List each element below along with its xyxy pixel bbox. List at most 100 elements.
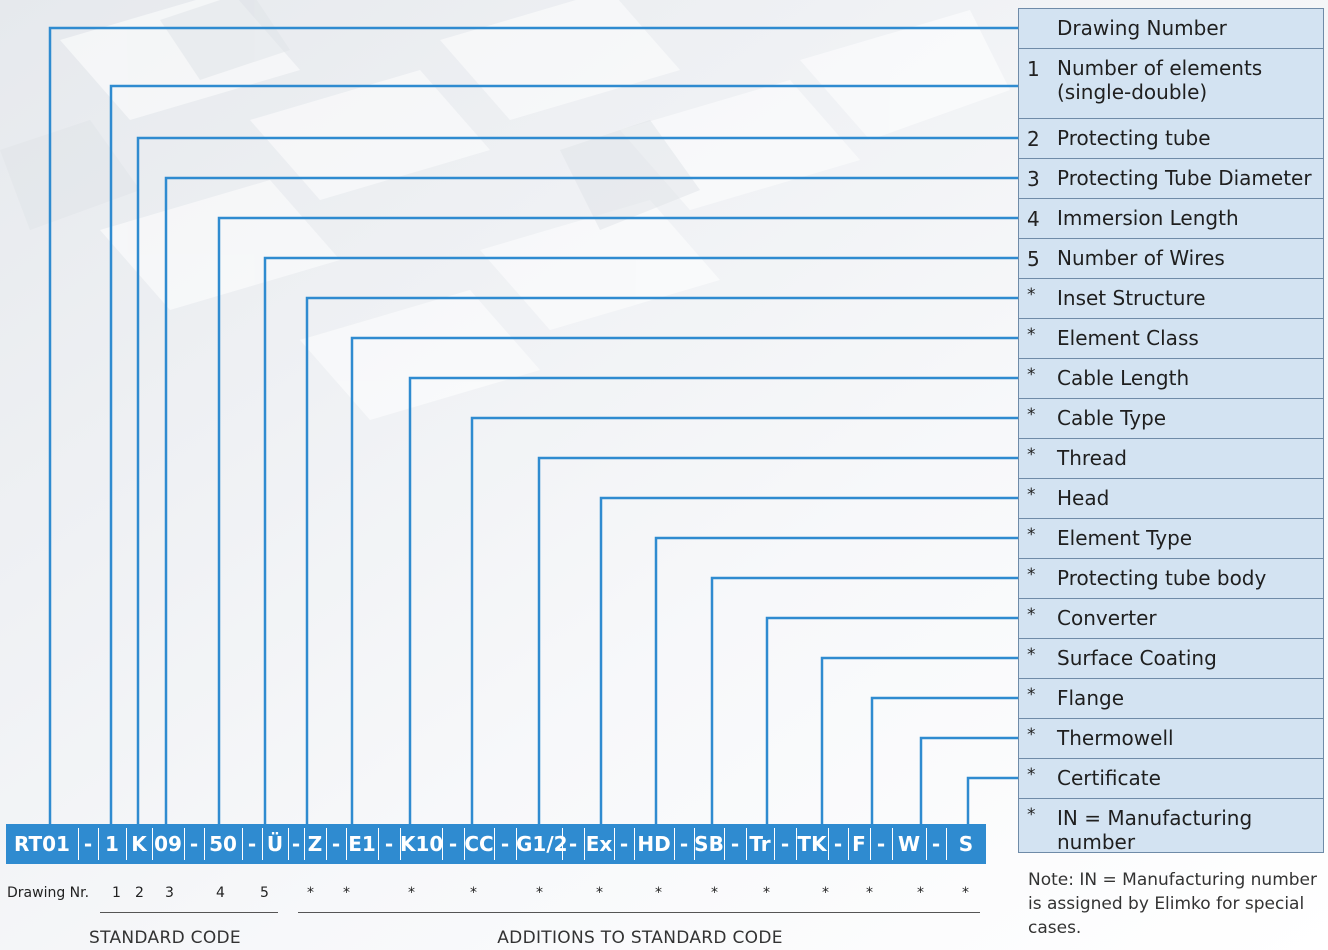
code-separator xyxy=(204,828,205,860)
additions-underline xyxy=(298,912,980,913)
legend-row: * Inset Structure xyxy=(1018,278,1324,319)
code-separator xyxy=(926,828,927,860)
legend-row: * IN = Manufacturing number xyxy=(1018,798,1324,854)
code-separator xyxy=(288,828,289,860)
index-asterisk: * xyxy=(711,885,718,901)
index-number: 1 xyxy=(112,885,121,901)
index-number: 4 xyxy=(216,885,225,901)
legend-label: Protecting tube body xyxy=(1057,566,1267,590)
code-separator xyxy=(796,828,797,860)
code-dash: - xyxy=(384,832,394,856)
legend-marker: 5 xyxy=(1027,247,1040,271)
legend-label: Inset Structure xyxy=(1057,286,1206,310)
index-asterisk: * xyxy=(596,885,603,901)
legend-marker: * xyxy=(1027,405,1036,425)
legend-row: 5 Number of Wires xyxy=(1018,238,1324,279)
legend-label: Converter xyxy=(1057,606,1157,630)
legend-marker: * xyxy=(1027,565,1036,585)
index-number: 2 xyxy=(135,885,144,901)
legend-label: IN = Manufacturing number xyxy=(1057,806,1253,854)
code-separator xyxy=(562,828,563,860)
legend-marker: 4 xyxy=(1027,207,1040,231)
additions-caption: ADDITIONS TO STANDARD CODE xyxy=(497,928,783,948)
legend-row: * Cable Type xyxy=(1018,398,1324,439)
code-separator xyxy=(694,828,695,860)
legend-marker: * xyxy=(1027,685,1036,705)
legend-label: Protecting tube xyxy=(1057,126,1211,150)
code-segment: 09 xyxy=(154,832,182,856)
code-separator xyxy=(346,828,347,860)
legend-marker: * xyxy=(1027,725,1036,745)
code-segment: CC xyxy=(464,832,494,856)
code-segment: K10 xyxy=(400,832,444,856)
code-dash: - xyxy=(679,832,689,856)
code-dash: - xyxy=(619,832,629,856)
legend-label: Head xyxy=(1057,486,1110,510)
legend-row: 3 Protecting Tube Diameter xyxy=(1018,158,1324,199)
legend-marker: * xyxy=(1027,285,1036,305)
drawing-nr-label: Drawing Nr. xyxy=(7,885,90,901)
code-segment: SB xyxy=(694,832,724,856)
code-segment: Z xyxy=(307,832,323,856)
code-separator xyxy=(946,828,947,860)
legend-row: * Element Class xyxy=(1018,318,1324,359)
code-separator xyxy=(674,828,675,860)
code-segment: RT01 xyxy=(14,832,70,856)
code-dash: - xyxy=(291,832,301,856)
code-dash: - xyxy=(931,832,941,856)
index-asterisk: * xyxy=(866,885,873,901)
legend-label: Drawing Number xyxy=(1057,16,1227,40)
code-separator xyxy=(262,828,263,860)
index-asterisk: * xyxy=(536,885,543,901)
code-separator xyxy=(584,828,585,860)
legend-row: * Head xyxy=(1018,478,1324,519)
code-dash: - xyxy=(331,832,341,856)
code-strip: RT01-1 K 09-50- Ü - Z - E1- K10- CC - G1/2- Ex - HD - SB… xyxy=(6,824,986,864)
code-separator xyxy=(870,828,871,860)
code-dash: - xyxy=(500,832,510,856)
legend-marker: * xyxy=(1027,765,1036,785)
code-separator xyxy=(78,828,79,860)
code-separator xyxy=(242,828,243,860)
legend-label: Surface Coating xyxy=(1057,646,1217,670)
code-separator xyxy=(614,828,615,860)
legend-row: * Flange xyxy=(1018,678,1324,719)
legend-row: 4 Immersion Length xyxy=(1018,198,1324,239)
legend-marker: * xyxy=(1027,445,1036,465)
code-separator xyxy=(724,828,725,860)
code-separator xyxy=(634,828,635,860)
legend-marker: * xyxy=(1027,645,1036,665)
index-asterisk: * xyxy=(408,885,415,901)
legend-label: Cable Type xyxy=(1057,406,1167,430)
code-segment: W xyxy=(897,832,921,856)
legend-marker: 1 xyxy=(1027,57,1040,81)
legend-label: Thread xyxy=(1057,446,1127,470)
legend-row: 1 Number of elements (single-double) xyxy=(1018,48,1324,119)
legend-label: Number of Wires xyxy=(1057,246,1225,270)
index-asterisk: * xyxy=(822,885,829,901)
legend-label: Protecting Tube Diameter xyxy=(1057,166,1312,190)
legend-label: Flange xyxy=(1057,686,1124,710)
legend-row: * Protecting tube body xyxy=(1018,558,1324,599)
code-separator xyxy=(400,828,401,860)
code-segment: F xyxy=(852,832,866,856)
code-separator xyxy=(774,828,775,860)
code-segment: 1 xyxy=(105,832,119,856)
standard-code-caption: STANDARD CODE xyxy=(89,928,241,948)
legend-row: * Element Type xyxy=(1018,518,1324,559)
index-asterisk: * xyxy=(307,885,314,901)
index-number: 5 xyxy=(260,885,269,901)
legend-marker: 2 xyxy=(1027,127,1040,151)
code-dash: - xyxy=(730,832,740,856)
index-number: 3 xyxy=(165,885,174,901)
code-separator xyxy=(378,828,379,860)
legend-label: Certificate xyxy=(1057,766,1161,790)
code-separator xyxy=(98,828,99,860)
legend-row: Drawing Number xyxy=(1018,8,1324,49)
code-segment: K xyxy=(131,832,147,856)
legend-row: * Certificate xyxy=(1018,758,1324,799)
index-asterisk: * xyxy=(917,885,924,901)
code-separator xyxy=(828,828,829,860)
legend-label: Thermowell xyxy=(1057,726,1174,750)
code-separator xyxy=(184,828,185,860)
